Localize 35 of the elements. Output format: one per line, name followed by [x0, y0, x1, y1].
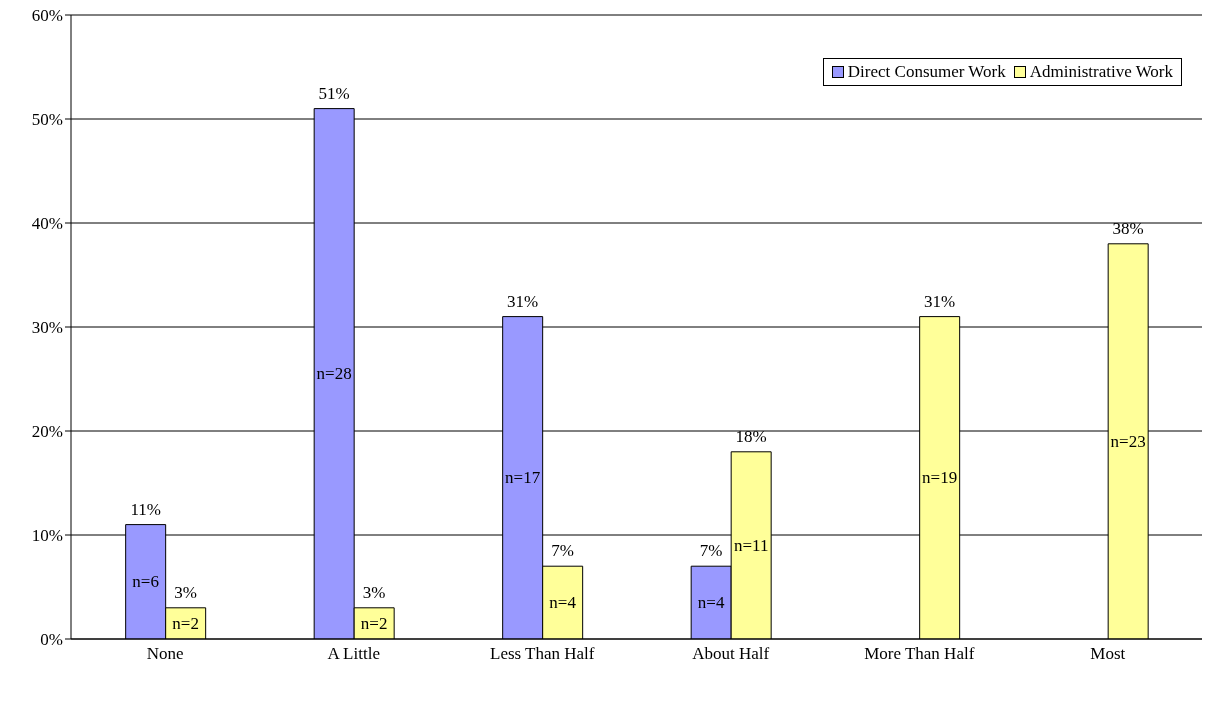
x-tick-label: None — [146, 644, 184, 664]
annotation: n=11 — [733, 535, 769, 555]
data-label: 31% — [507, 291, 539, 311]
legend-label: Direct Consumer Work — [846, 62, 1006, 82]
y-tick-label: 60% — [31, 6, 63, 26]
annotation: n=2 — [172, 613, 199, 633]
annotation: n=28 — [316, 364, 352, 384]
y-tick-label: 20% — [31, 422, 63, 442]
y-tick-label: 0% — [40, 630, 63, 650]
annotation: n=6 — [132, 572, 159, 592]
x-tick-label: About Half — [692, 644, 770, 664]
data-label: 7% — [551, 541, 574, 561]
y-tick-label: 40% — [31, 214, 63, 234]
x-tick-label: A Little — [327, 644, 380, 664]
data-label: 38% — [1112, 218, 1144, 238]
data-label: 31% — [924, 291, 956, 311]
annotation: n=17 — [505, 468, 541, 488]
x-tick-label: Less Than Half — [490, 644, 595, 664]
annotation: n=23 — [1110, 431, 1146, 451]
data-label: 51% — [318, 83, 350, 103]
data-label: 11% — [130, 499, 161, 519]
annotation: n=19 — [922, 468, 958, 488]
data-label: 7% — [699, 541, 723, 561]
data-label: 3% — [174, 582, 197, 602]
legend-label: Administrative Work — [1028, 62, 1173, 82]
x-tick-label: Most — [1090, 644, 1126, 664]
data-label: 3% — [362, 582, 386, 602]
annotation: n=2 — [360, 613, 388, 633]
y-tick-label: 30% — [31, 318, 63, 338]
y-tick-label: 50% — [31, 110, 63, 130]
annotation: n=4 — [697, 593, 725, 613]
annotation: n=4 — [549, 593, 577, 613]
x-tick-label: More Than Half — [864, 644, 975, 664]
y-tick-label: 10% — [31, 526, 63, 546]
data-label: 18% — [735, 426, 767, 446]
